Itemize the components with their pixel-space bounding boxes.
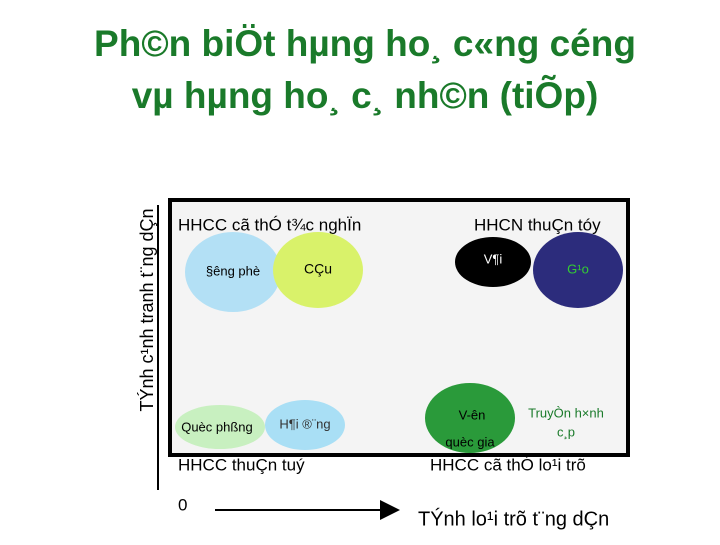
item-ellipse [455, 237, 531, 287]
quadrant-label: HHCC cã thÓ lo¹i trõ [430, 455, 586, 474]
title-line: Ph©n biÖt hµng ho¸ c«ng céng [94, 23, 636, 64]
item-label: TruyÒn h×nh [528, 405, 604, 420]
item-label: H¶i ®¨ng [279, 416, 330, 431]
item-ellipse [425, 383, 515, 453]
item-label: G¹o [567, 261, 589, 276]
quadrant-label: HHCN thuÇn tóy [474, 215, 601, 234]
title-line: vµ hµng ho¸ c¸ nh©n (tiÕp) [132, 74, 599, 116]
item-label: Quèc phßng [181, 419, 253, 434]
x-axis-label: TÝnh lo¹i trõ t¨ng dÇn [418, 507, 609, 530]
item-ellipse [265, 400, 345, 450]
item-label: V¶i [484, 251, 503, 266]
item-label: c¸p [557, 424, 575, 439]
item-ellipse [533, 232, 623, 308]
quadrant-label: HHCC thuÇn tuý [178, 455, 305, 474]
item-label: CÇu [304, 261, 332, 277]
quadrant-label: HHCC cã thÓ t¾c nghÏn [178, 215, 361, 234]
item-label: quèc gia [445, 434, 495, 449]
item-ellipse [175, 405, 265, 449]
item-ellipse [273, 232, 363, 308]
item-label: V-ên [459, 407, 486, 422]
origin-label: 0 [178, 495, 187, 514]
y-axis-label: TÝnh c¹nh tranh t¨ng dÇn [137, 208, 157, 411]
item-label: §êng phè [206, 263, 260, 278]
item-ellipse [185, 232, 281, 312]
